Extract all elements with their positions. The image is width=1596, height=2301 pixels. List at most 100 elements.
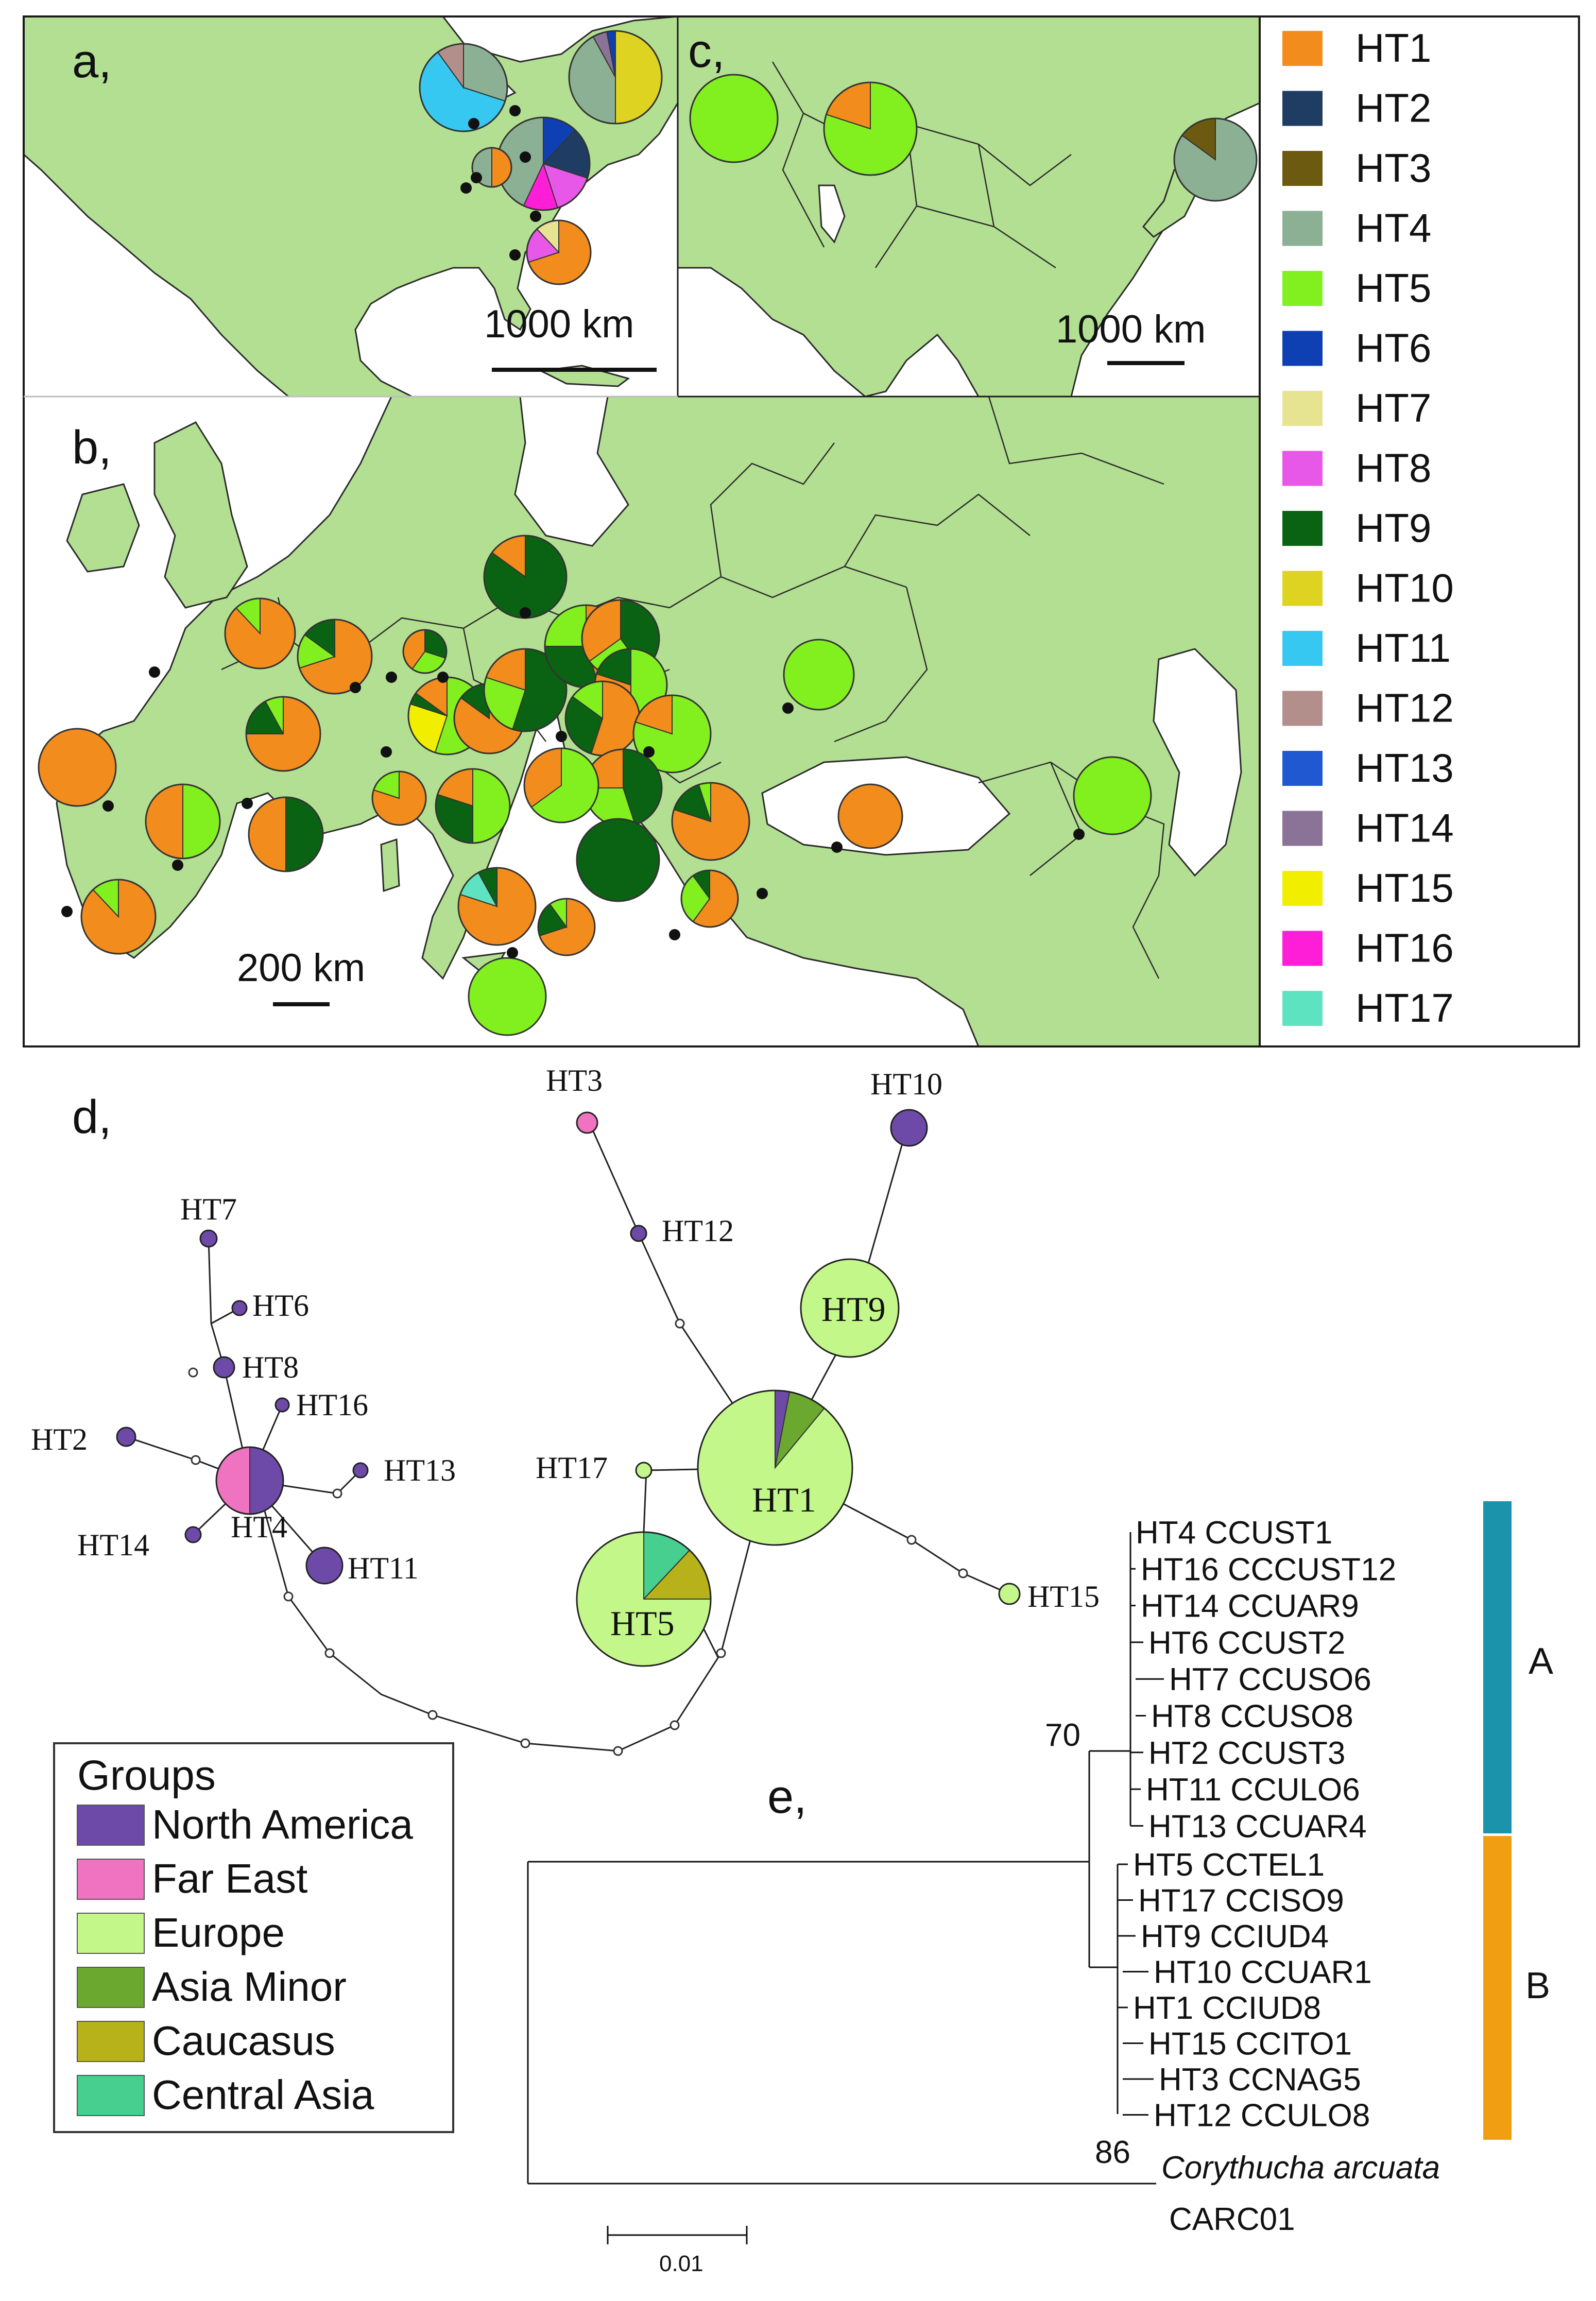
- network-label-ht7: HT7: [180, 1192, 237, 1226]
- network-node-ht17-slice: [635, 1462, 653, 1479]
- network-node-ht6-slice: [231, 1300, 248, 1316]
- legend-label: HT11: [1355, 625, 1451, 671]
- network-label-ht13: HT13: [384, 1453, 456, 1487]
- map-pie-38: [537, 898, 596, 956]
- tree-leaf-label: HT2 CCUST3: [1148, 1736, 1345, 1771]
- network-label-ht1: HT1: [752, 1480, 816, 1519]
- group-item-caucasus: Caucasus: [77, 2018, 335, 2064]
- network-vertex: [520, 1738, 530, 1748]
- group-item-north-america: North America: [77, 1801, 413, 1847]
- legend-swatch: [1282, 811, 1323, 846]
- legend-item-ht8: HT8: [1282, 445, 1431, 491]
- network-node-ht2: [116, 1427, 136, 1447]
- map-pie-31: [576, 818, 660, 902]
- legend-swatch: [1282, 631, 1323, 666]
- map-pie-17: [483, 535, 568, 619]
- tree-leaf-label: HT17 CCISO9: [1138, 1883, 1344, 1919]
- network-node-ht17: [635, 1462, 653, 1479]
- location-dot: [530, 211, 541, 222]
- location-dot: [643, 746, 655, 758]
- map-pie-39-slice: [468, 957, 547, 1036]
- scalebar-c-label: 1000 km: [1056, 307, 1206, 351]
- network-label-ht4: HT4: [231, 1510, 287, 1544]
- network-nodes: HT1 HT2 HT3 HT4 HT5 HT6 HT7 HT8 HT9 HT10 HT11 HT12 H…: [31, 1063, 1100, 1756]
- legend-label: HT3: [1355, 145, 1431, 191]
- legend-item-ht4: HT4: [1282, 205, 1431, 251]
- map-pie-15-outline: [248, 796, 324, 872]
- legend-swatch: [1282, 391, 1323, 426]
- map-pie-9: [38, 728, 117, 807]
- network-node-ht8: [213, 1356, 235, 1379]
- group-label: Central Asia: [152, 2072, 374, 2118]
- tree-leaf: HT15 CCITO1: [1123, 2027, 1352, 2062]
- network-vertex: [188, 1367, 198, 1378]
- network-node-ht1-slice: [697, 1389, 853, 1546]
- location-dot: [669, 929, 680, 940]
- legend-swatch: [1282, 991, 1323, 1026]
- network-vertex: [958, 1568, 968, 1578]
- tree-leaf: HT17 CCISO9: [1118, 1883, 1344, 1919]
- network-node-ht2-slice: [116, 1427, 136, 1447]
- legend-label: HT2: [1355, 85, 1431, 131]
- network-vertex: [191, 1455, 201, 1465]
- map-pie-15: [248, 796, 324, 872]
- group-swatch: [77, 1967, 145, 2008]
- group-swatch: [77, 2075, 145, 2116]
- haplotype-network: HT1 HT2 HT3 HT4 HT5 HT6 HT7 HT8 HT9 HT10 HT11 HT12 H…: [31, 1063, 1100, 1756]
- panel-label-d: d,: [72, 1091, 112, 1143]
- tree-scale-label: 0.01: [659, 2251, 703, 2276]
- scalebar-a-label: 1000 km: [484, 302, 634, 346]
- map-pie-39: [468, 957, 547, 1036]
- groups-legend: Groups North America Far East Europe Asia M…: [53, 1742, 454, 2133]
- legend-label: HT12: [1355, 685, 1454, 731]
- map-pie-37-outline: [457, 867, 537, 946]
- group-item-central-asia: Central Asia: [77, 2072, 374, 2118]
- tree-leaf-label: HT10 CCUAR1: [1154, 1955, 1372, 1990]
- tree-leaf: HT8 CCUSO8: [1136, 1699, 1353, 1735]
- network-node-ht10: [890, 1109, 928, 1147]
- tree-leaf-label: HT6 CCUST2: [1148, 1625, 1345, 1661]
- tree-leaf-label: HT4 CCUST1: [1136, 1515, 1332, 1551]
- location-dot: [471, 172, 482, 183]
- network-node-ht14: [184, 1526, 202, 1543]
- map-pie-34: [783, 639, 855, 711]
- ireland-island: [66, 483, 140, 573]
- network-label-ht16: HT16: [296, 1388, 368, 1422]
- tree-leaf: HT14 CCUAR9: [1130, 1589, 1359, 1624]
- map-frame: [23, 15, 1580, 1048]
- network-vertex: [283, 1591, 294, 1602]
- network-vertex: [332, 1488, 342, 1499]
- legend-item-ht5: HT5: [1282, 265, 1431, 311]
- map-pie-2: [568, 30, 663, 125]
- bootstrap-86: 86: [1095, 2135, 1130, 2170]
- location-dot: [509, 105, 521, 116]
- map-pie-33-outline: [680, 869, 739, 928]
- network-node-ht16-slice: [274, 1397, 290, 1413]
- map-pie-10-outline: [145, 783, 221, 860]
- group-label: Europe: [152, 1910, 285, 1955]
- location-dot: [172, 860, 183, 871]
- network-node-ht9: [800, 1258, 900, 1358]
- map-pie-7: [823, 81, 918, 176]
- map-pie-35: [837, 783, 903, 849]
- bootstrap-70: 70: [1045, 1718, 1080, 1753]
- tree-leaf: HT3 CCNAG5: [1123, 2062, 1361, 2098]
- legend-item-ht11: HT11: [1282, 625, 1451, 671]
- tree-leaf-label: HT12 CCULO8: [1154, 2098, 1370, 2134]
- tree-leaf: HT13 CCUAR4: [1130, 1809, 1367, 1844]
- legend-swatch: [1282, 91, 1323, 126]
- group-label: Far East: [152, 1856, 307, 1901]
- map-pie-5-outline: [526, 219, 592, 285]
- network-label-ht11: HT11: [348, 1551, 419, 1585]
- map-pie-32-outline: [671, 782, 750, 861]
- tree-scalebar: 0.01: [607, 2226, 748, 2276]
- legend-swatch: [1282, 571, 1323, 606]
- outgroup-id: CARC01: [1169, 2202, 1295, 2237]
- network-label-ht10: HT10: [870, 1067, 942, 1101]
- location-dot: [102, 800, 114, 812]
- network-node-ht5: [576, 1531, 712, 1667]
- panel-label-b: b,: [72, 421, 112, 474]
- location-dot: [242, 798, 253, 809]
- network-node-ht5-outline: [576, 1531, 712, 1667]
